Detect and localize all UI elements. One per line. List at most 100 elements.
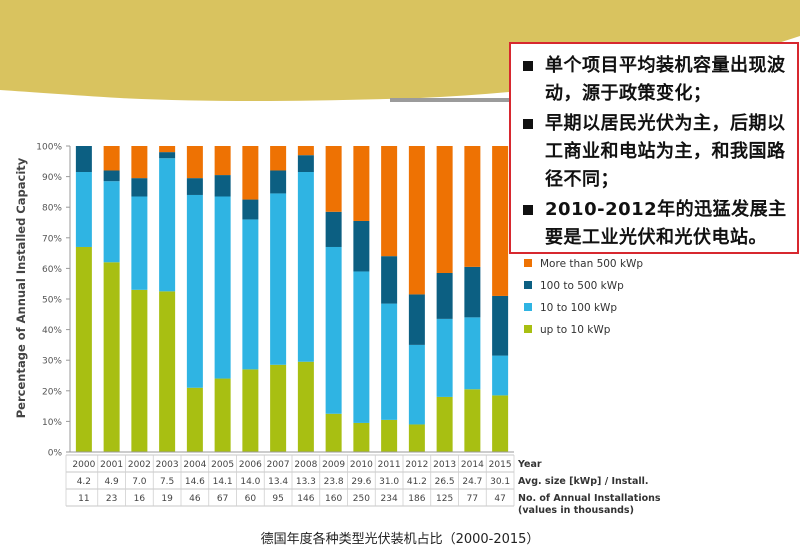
table-row-label: (values in thousands) bbox=[518, 505, 634, 516]
table-cell: 14.0 bbox=[240, 477, 260, 487]
bar-segment bbox=[214, 175, 231, 197]
table-cell: 2011 bbox=[378, 460, 401, 470]
bar-segment bbox=[436, 272, 453, 319]
bar-segment bbox=[464, 146, 481, 267]
y-tick-label: 80% bbox=[42, 204, 62, 214]
table-cell: 95 bbox=[272, 494, 283, 504]
bar-segment bbox=[436, 146, 453, 273]
legend-swatch bbox=[524, 303, 532, 311]
bar-segment bbox=[297, 146, 314, 156]
bar-segment bbox=[186, 387, 203, 452]
bar-segment bbox=[297, 155, 314, 173]
table-cell: 16 bbox=[134, 494, 146, 504]
table-cell: 31.0 bbox=[379, 477, 399, 487]
table-cell: 125 bbox=[436, 494, 453, 504]
table-cell: 23 bbox=[106, 494, 117, 504]
callout-text-1: 单个项目平均装机容量出现波动，源于政策变化； bbox=[545, 55, 786, 104]
table-cell: 2012 bbox=[405, 460, 428, 470]
y-tick-label: 40% bbox=[42, 326, 62, 336]
bar-segment bbox=[103, 146, 120, 171]
y-tick-label: 60% bbox=[42, 265, 62, 275]
table-cell: 2007 bbox=[267, 460, 290, 470]
square-bullet-icon bbox=[523, 205, 533, 215]
table-cell: 2001 bbox=[100, 460, 123, 470]
table-cell: 2015 bbox=[489, 460, 512, 470]
table-cell: 13.3 bbox=[296, 477, 316, 487]
table-cell: 146 bbox=[297, 494, 314, 504]
legend-label: 100 to 500 kWp bbox=[540, 280, 624, 292]
y-tick-label: 90% bbox=[42, 173, 62, 183]
table-cell: 29.6 bbox=[351, 477, 371, 487]
bar-segment bbox=[353, 271, 370, 423]
table-cell: 46 bbox=[189, 494, 201, 504]
bar-segment bbox=[408, 344, 425, 425]
bar-segment bbox=[75, 246, 92, 452]
table-cell: 186 bbox=[408, 494, 425, 504]
bar-segment bbox=[131, 146, 148, 179]
table-row-label: Year bbox=[517, 459, 542, 470]
table-cell: 2005 bbox=[211, 460, 234, 470]
bar-segment bbox=[297, 361, 314, 452]
table-cell: 234 bbox=[381, 494, 398, 504]
bar-segment bbox=[214, 378, 231, 452]
table-cell: 2010 bbox=[350, 460, 373, 470]
table-cell: 250 bbox=[353, 494, 370, 504]
table-cell: 160 bbox=[325, 494, 342, 504]
bar-segment bbox=[381, 419, 398, 452]
y-tick-label: 20% bbox=[42, 387, 62, 397]
bar-segment bbox=[214, 196, 231, 379]
bar-segment bbox=[353, 422, 370, 452]
bar-segment bbox=[214, 146, 231, 176]
table-cell: 2014 bbox=[461, 460, 484, 470]
bar-segment bbox=[103, 262, 120, 452]
bar-segment bbox=[103, 170, 120, 182]
bar-segment bbox=[159, 152, 176, 159]
table-cell: 11 bbox=[78, 494, 89, 504]
bar-segment bbox=[381, 303, 398, 420]
legend-swatch bbox=[524, 325, 532, 333]
bar-segment bbox=[381, 146, 398, 257]
bar-segment bbox=[75, 172, 92, 247]
bar-segment bbox=[159, 291, 176, 452]
table-cell: 2009 bbox=[322, 460, 345, 470]
square-bullet-icon bbox=[523, 119, 533, 129]
legend-label: up to 10 kWp bbox=[540, 324, 611, 336]
table-row-label: Avg. size [kWp] / Install. bbox=[518, 476, 649, 487]
y-tick-label: 100% bbox=[36, 143, 62, 153]
bar-segment bbox=[297, 172, 314, 362]
table-cell: 14.6 bbox=[185, 477, 205, 487]
legend-swatch bbox=[524, 259, 532, 267]
bar-segment bbox=[270, 193, 287, 365]
bar-segment bbox=[270, 170, 287, 194]
bar-segment bbox=[436, 318, 453, 397]
legend-label: More than 500 kWp bbox=[540, 258, 643, 270]
callout-bullet-2: 早期以居民光伏为主，后期以工商业和电站为主，和我国路径不同； bbox=[519, 110, 791, 194]
bar-segment bbox=[492, 146, 509, 296]
bar-segment bbox=[186, 178, 203, 195]
callout-bullet-3: 2010-2012年的迅猛发展主要是工业光伏和光伏电站。 bbox=[519, 196, 791, 252]
table-cell: 60 bbox=[245, 494, 257, 504]
bar-segment bbox=[103, 181, 120, 263]
table-cell: 2008 bbox=[294, 460, 317, 470]
bar-segment bbox=[131, 289, 148, 452]
table-cell: 23.8 bbox=[324, 477, 344, 487]
bar-segment bbox=[325, 146, 342, 212]
bar-segment bbox=[242, 199, 259, 220]
bar-segment bbox=[353, 220, 370, 272]
bar-segment bbox=[492, 355, 509, 396]
y-tick-label: 70% bbox=[42, 234, 62, 244]
bar-segment bbox=[131, 196, 148, 290]
table-row-label: No. of Annual Installations bbox=[518, 493, 661, 504]
callout-bullet-1: 单个项目平均装机容量出现波动，源于政策变化； bbox=[519, 52, 791, 108]
bar-segment bbox=[131, 178, 148, 197]
table-cell: 2006 bbox=[239, 460, 262, 470]
bar-segment bbox=[408, 424, 425, 452]
y-tick-label: 10% bbox=[42, 418, 62, 428]
bar-segment bbox=[186, 194, 203, 388]
bar-segment bbox=[325, 246, 342, 414]
table-cell: 4.2 bbox=[77, 477, 91, 487]
table-cell: 7.0 bbox=[132, 477, 147, 487]
bar-segment bbox=[242, 219, 259, 370]
bar-segment bbox=[325, 211, 342, 247]
